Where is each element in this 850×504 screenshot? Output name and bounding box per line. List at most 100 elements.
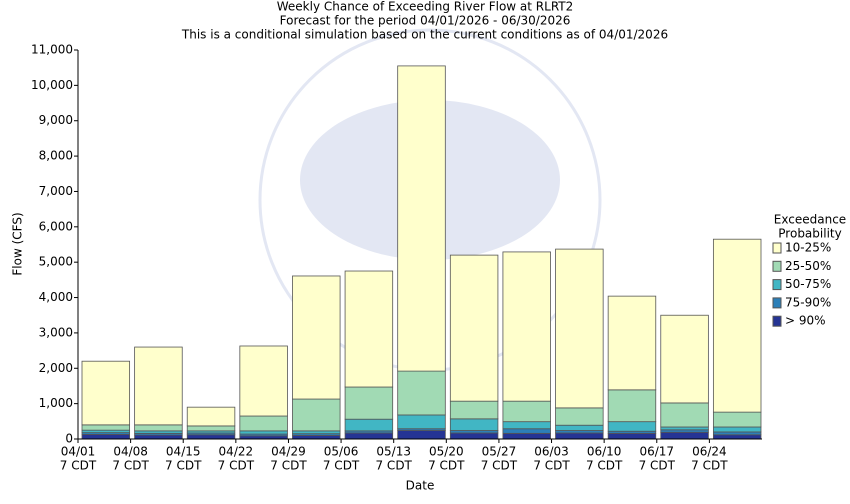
bar-segment [292,275,341,400]
chart-subtitle: Forecast for the period 04/01/2026 - 06/… [280,14,571,28]
y-tick-label: 3,000 [39,325,73,339]
x-tick-label: 7 CDT [270,459,307,473]
bar-segment [344,432,394,440]
bar-segment [660,402,709,428]
legend-swatch [772,279,782,291]
bar-segment [660,431,709,440]
bar-segment [607,295,657,391]
legend-swatch [772,315,782,327]
legend-swatch [772,242,782,254]
y-tick-label: 7,000 [39,184,73,198]
bar-segment [292,430,341,435]
legend-label: 50-75% [785,277,831,291]
bar-segment [292,398,341,432]
x-tick-label: 06/17 [639,445,674,459]
bar-segment [502,251,551,402]
x-tick-label: 05/13 [376,445,411,459]
legend-label: 10-25% [785,241,831,255]
x-tick-label: 04/01 [61,445,96,459]
y-tick-label: 9,000 [39,113,73,127]
bar-segment [134,424,183,432]
bar-segment [555,248,604,409]
x-tick-label: 7 CDT [375,459,412,473]
bar-segment [712,431,762,436]
bar-segment [502,428,551,434]
bar-segment [712,238,762,413]
y-tick-label: 10,000 [31,78,73,92]
bar-segment [134,434,183,440]
x-tick-label: 7 CDT [586,459,623,473]
x-tick-label: 7 CDT [691,459,728,473]
bar-segment [397,370,446,416]
bar-segment [607,421,657,432]
chart-title: Weekly Chance of Exceeding River Flow at… [277,0,574,14]
bar-segment [660,314,709,404]
y-tick-label: 8,000 [39,149,73,163]
legend-label: 25-50% [785,259,831,273]
bar-segment [186,425,236,432]
x-tick-label: 06/24 [692,445,727,459]
bar-segment [449,432,499,440]
bar-segment [344,270,394,388]
legend-title: Probability [778,227,841,241]
y-tick-label: 0 [65,432,73,446]
x-tick-label: 05/20 [429,445,464,459]
x-tick-label: 7 CDT [639,459,676,473]
bar-segment [186,434,236,440]
legend-title: Exceedance [774,213,846,227]
x-axis-label: Date [406,479,435,493]
legend-swatch [772,260,782,272]
bar-segment [397,65,446,372]
bar-segment [449,400,499,420]
bar-segment [607,389,657,423]
bar-segment [239,415,288,432]
bar-segment [712,411,762,428]
bar-segment [607,432,657,440]
bar-segment [502,400,551,423]
x-tick-label: 7 CDT [218,459,255,473]
bar-segment [397,430,446,440]
legend-swatch [772,297,782,309]
x-tick-label: 04/08 [113,445,148,459]
bar-segment [502,421,551,430]
bar-segment [712,434,762,440]
x-tick-label: 7 CDT [112,459,149,473]
bar-segment [712,426,762,433]
legend-label: 75-90% [785,295,831,309]
legend-label: > 90% [785,314,826,328]
bar-segment [344,418,394,432]
bar-segment [660,426,709,431]
x-tick-label: 06/03 [534,445,569,459]
x-tick-label: 7 CDT [165,459,202,473]
y-tick-label: 4,000 [39,290,73,304]
bar-segment [239,345,288,417]
y-tick-label: 2,000 [39,361,73,375]
x-tick-label: 06/10 [587,445,622,459]
bar-segment [186,406,236,427]
bar-segment [239,430,288,435]
bar-segment [502,432,551,440]
bar-segment [134,346,183,426]
x-tick-label: 7 CDT [60,459,97,473]
x-tick-label: 05/27 [482,445,517,459]
bar-segment [449,418,499,431]
x-tick-label: 04/29 [271,445,306,459]
x-tick-label: 7 CDT [428,459,465,473]
bar-segment [397,414,446,430]
y-axis-label: Flow (CFS) [11,212,25,275]
bar-segment [292,435,341,440]
bar-segment [555,424,604,431]
y-tick-label: 6,000 [39,219,73,233]
x-tick-label: 7 CDT [323,459,360,473]
x-tick-label: 7 CDT [481,459,518,473]
chart-subtitle: This is a conditional simulation based o… [181,28,668,42]
y-tick-label: 5,000 [39,255,73,269]
bar-segment [555,407,604,426]
bar-segment [81,424,131,431]
bar-segment [81,434,131,440]
x-tick-label: 04/22 [219,445,254,459]
x-tick-label: 7 CDT [533,459,570,473]
bar-segment [81,360,131,426]
x-tick-label: 04/15 [166,445,201,459]
